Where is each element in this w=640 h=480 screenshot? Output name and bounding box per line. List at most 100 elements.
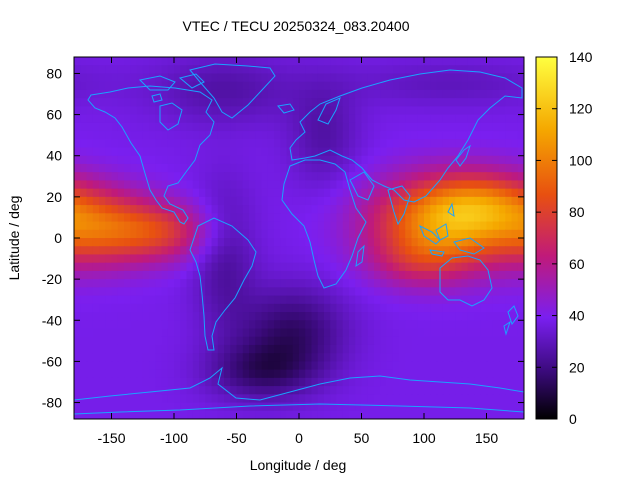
heatmap-cell: [436, 353, 444, 363]
heatmap-cell: [411, 73, 419, 83]
heatmap-cell: [92, 229, 100, 239]
heatmap-cell: [361, 410, 369, 419]
heatmap-cell: [361, 320, 369, 330]
heatmap-cell: [317, 270, 325, 280]
heatmap-cell: [455, 106, 463, 116]
heatmap-cell: [455, 147, 463, 157]
heatmap-cell: [505, 262, 513, 272]
heatmap-cell: [399, 114, 406, 124]
heatmap-cell: [336, 246, 344, 256]
heatmap-cell: [342, 353, 350, 363]
heatmap-cell: [399, 89, 406, 99]
heatmap-cell: [511, 410, 519, 419]
heatmap-cell: [167, 262, 175, 272]
heatmap-cell: [392, 328, 400, 338]
heatmap-cell: [149, 369, 156, 379]
heatmap-cell: [249, 229, 256, 239]
heatmap-cell: [461, 188, 469, 198]
heatmap-cell: [511, 139, 519, 149]
heatmap-cell: [167, 155, 175, 165]
heatmap-cell: [392, 295, 400, 305]
heatmap-cell: [242, 353, 250, 363]
heatmap-cell: [267, 196, 275, 206]
heatmap-cell: [255, 205, 263, 214]
heatmap-cell: [117, 295, 125, 305]
heatmap-cell: [130, 122, 138, 132]
heatmap-cell: [142, 353, 150, 363]
heatmap-cell: [205, 312, 213, 321]
heatmap-cell: [336, 180, 344, 190]
heatmap-cell: [517, 65, 524, 75]
heatmap-cell: [417, 205, 425, 214]
heatmap-cell: [249, 402, 256, 412]
heatmap-cell: [174, 262, 181, 272]
heatmap-cell: [517, 394, 524, 404]
heatmap-cell: [174, 98, 181, 107]
heatmap-cell: [192, 279, 200, 288]
heatmap-cell: [236, 254, 244, 264]
heatmap-cell: [111, 89, 119, 99]
heatmap-cell: [499, 328, 506, 338]
heatmap-cell: [342, 213, 350, 223]
y-tick-label: -60: [42, 353, 62, 369]
heatmap-cell: [92, 410, 100, 419]
heatmap-cell: [424, 287, 431, 297]
heatmap-cell: [474, 402, 481, 412]
heatmap-cell: [199, 254, 206, 264]
heatmap-cell: [367, 279, 375, 288]
heatmap-cell: [324, 57, 331, 66]
heatmap-cell: [180, 303, 188, 313]
heatmap-cell: [455, 114, 463, 124]
colorbar-tick-label: 60: [569, 256, 585, 272]
heatmap-cell: [267, 246, 275, 256]
heatmap-cell: [230, 205, 238, 214]
heatmap-cell: [505, 163, 513, 173]
heatmap-cell: [267, 328, 275, 338]
heatmap-cell: [436, 328, 444, 338]
heatmap-cell: [186, 254, 194, 264]
heatmap-cell: [492, 246, 500, 256]
heatmap-cell: [330, 262, 338, 272]
heatmap-cell: [324, 312, 331, 321]
heatmap-cell: [461, 295, 469, 305]
heatmap-cell: [405, 361, 413, 371]
heatmap-cell: [292, 221, 300, 231]
heatmap-cell: [305, 122, 313, 132]
heatmap-cell: [111, 57, 119, 66]
heatmap-cell: [205, 221, 213, 231]
heatmap-cell: [105, 172, 113, 182]
heatmap-cell: [399, 163, 406, 173]
heatmap-cell: [99, 279, 106, 288]
heatmap-cell: [474, 246, 481, 256]
heatmap-cell: [130, 106, 138, 116]
heatmap-cell: [180, 106, 188, 116]
heatmap-cell: [305, 386, 313, 395]
heatmap-cell: [136, 188, 144, 198]
heatmap-cell: [142, 410, 150, 419]
heatmap-cell: [474, 114, 481, 124]
heatmap-cell: [517, 410, 524, 419]
heatmap-cell: [149, 361, 156, 371]
heatmap-cell: [261, 196, 269, 206]
heatmap-cell: [461, 213, 469, 223]
heatmap-cell: [299, 147, 306, 157]
heatmap-cell: [374, 98, 381, 107]
heatmap-cell: [405, 254, 413, 264]
heatmap-cell: [486, 336, 494, 346]
heatmap-cell: [249, 254, 256, 264]
heatmap-cell: [192, 205, 200, 214]
heatmap-cell: [292, 188, 300, 198]
heatmap-cell: [467, 81, 475, 91]
heatmap-cell: [442, 262, 450, 272]
heatmap-cell: [80, 147, 88, 157]
heatmap-cell: [392, 279, 400, 288]
heatmap-cell: [455, 344, 463, 354]
heatmap-cell: [355, 221, 363, 231]
heatmap-cell: [149, 246, 156, 256]
heatmap-cell: [449, 254, 456, 264]
heatmap-cell: [161, 229, 169, 239]
heatmap-cell: [467, 155, 475, 165]
heatmap-cell: [511, 89, 519, 99]
coastline-antarctica: [74, 366, 524, 401]
heatmap-cell: [436, 295, 444, 305]
